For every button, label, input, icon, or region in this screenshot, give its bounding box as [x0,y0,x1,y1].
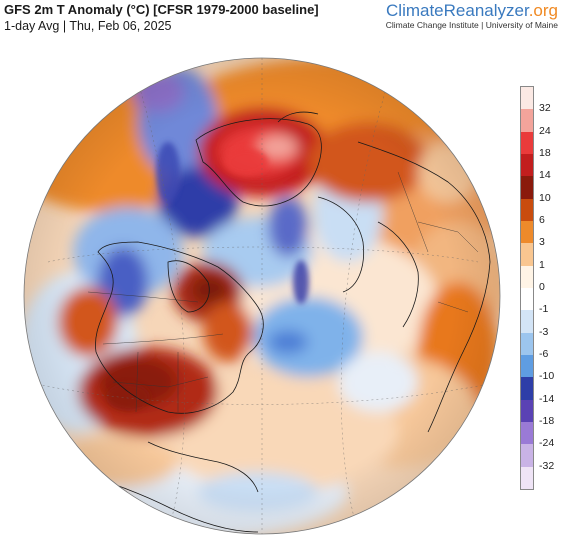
legend-swatch [521,243,533,266]
legend-swatch [521,421,533,445]
brand-part-climate: Climate [386,1,444,20]
legend-tick-label: 32 [539,102,551,115]
legend-tick-label: 6 [539,214,545,226]
legend-swatch [521,176,533,199]
legend-tick-label: -6 [539,348,549,360]
legend-swatch [521,444,533,467]
legend-tick-label: 0 [539,281,545,293]
legend-swatch [521,399,533,422]
legend-tick-label: -14 [539,392,555,405]
legend-swatch [521,466,533,489]
legend-swatch [521,220,533,244]
legend-swatch [521,287,533,311]
legend-tick-label: 3 [539,236,545,249]
legend-swatch [521,131,533,154]
legend-swatch [521,109,533,132]
legend-tick-label: -1 [539,303,549,316]
legend-swatch [521,153,533,177]
legend-colorbar [520,86,534,490]
legend-swatch [521,265,533,288]
brand-logo[interactable]: ClimateReanalyzer.org [386,1,558,21]
legend-tick-label: -24 [539,437,555,450]
brand-part-org: .org [528,1,558,20]
legend-swatch [521,354,533,378]
map-subtitle: 1-day Avg | Thu, Feb 06, 2025 [4,19,172,33]
legend-tick-label: 1 [539,258,545,271]
legend-swatch [521,87,533,110]
brand-part-reanalyzer: Reanalyzer [443,1,529,20]
brand-org: Climate Change Institute | University of… [385,20,558,30]
legend-tick-label: 14 [539,169,551,182]
legend-swatch [521,198,533,221]
legend-swatch [521,332,533,355]
legend-swatch [521,310,533,333]
legend-tick-label: -32 [539,459,555,472]
map-title: GFS 2m T Anomaly (°C) [CFSR 1979-2000 ba… [4,2,319,17]
legend-tick-label: -10 [539,370,555,383]
legend-tick-label: 10 [539,191,551,204]
anomaly-globe-map [23,57,501,535]
legend-tick-label: 18 [539,147,551,159]
legend-swatch [521,377,533,400]
legend-tick-label: -18 [539,415,555,427]
legend-tick-label: 24 [539,124,551,137]
legend-tick-label: -3 [539,325,549,338]
